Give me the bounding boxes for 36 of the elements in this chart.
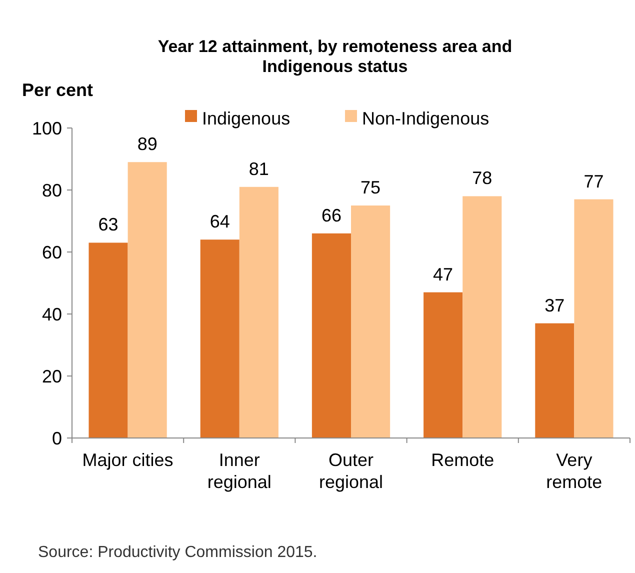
y-tick-label: 80	[42, 180, 62, 200]
data-label: 81	[248, 158, 269, 179]
bar	[88, 242, 128, 438]
bar	[424, 292, 463, 438]
x-tick-label: Remote	[431, 450, 494, 470]
bar	[535, 323, 574, 438]
source-note: Source: Productivity Commission 2015.	[38, 544, 318, 561]
bar	[351, 206, 390, 438]
bar	[312, 233, 351, 438]
data-label: 37	[544, 295, 565, 316]
legend-label: Indigenous	[202, 108, 290, 128]
x-tick-label: Major cities	[82, 450, 174, 470]
data-label: 66	[321, 205, 342, 226]
data-label: 77	[584, 171, 604, 192]
y-tick-label: 60	[42, 242, 62, 262]
y-tick-label: 0	[52, 428, 62, 448]
chart-title: Year 12 attainment, by remoteness area and Indigenous status	[158, 37, 512, 76]
bar	[128, 162, 167, 438]
legend-label: Non-Indigenous	[362, 108, 490, 128]
bar	[574, 199, 614, 438]
x-tick-label: Very remote	[546, 450, 602, 492]
bar	[200, 240, 240, 438]
y-tick-label: 40	[42, 304, 62, 324]
y-axis-title: Per cent	[22, 80, 94, 100]
y-tick-label: 20	[42, 366, 62, 386]
data-label: 47	[433, 264, 454, 284]
bar	[239, 186, 278, 438]
data-label: 89	[137, 134, 158, 154]
x-tick-label: Inner regional	[207, 450, 272, 492]
bar	[462, 196, 502, 438]
y-tick-label: 100	[32, 118, 62, 138]
data-label: 64	[210, 212, 230, 232]
x-tick-label: Outer regional	[318, 450, 384, 492]
data-label: 75	[360, 178, 381, 198]
data-label: 78	[472, 168, 492, 188]
data-label: 63	[98, 214, 118, 235]
